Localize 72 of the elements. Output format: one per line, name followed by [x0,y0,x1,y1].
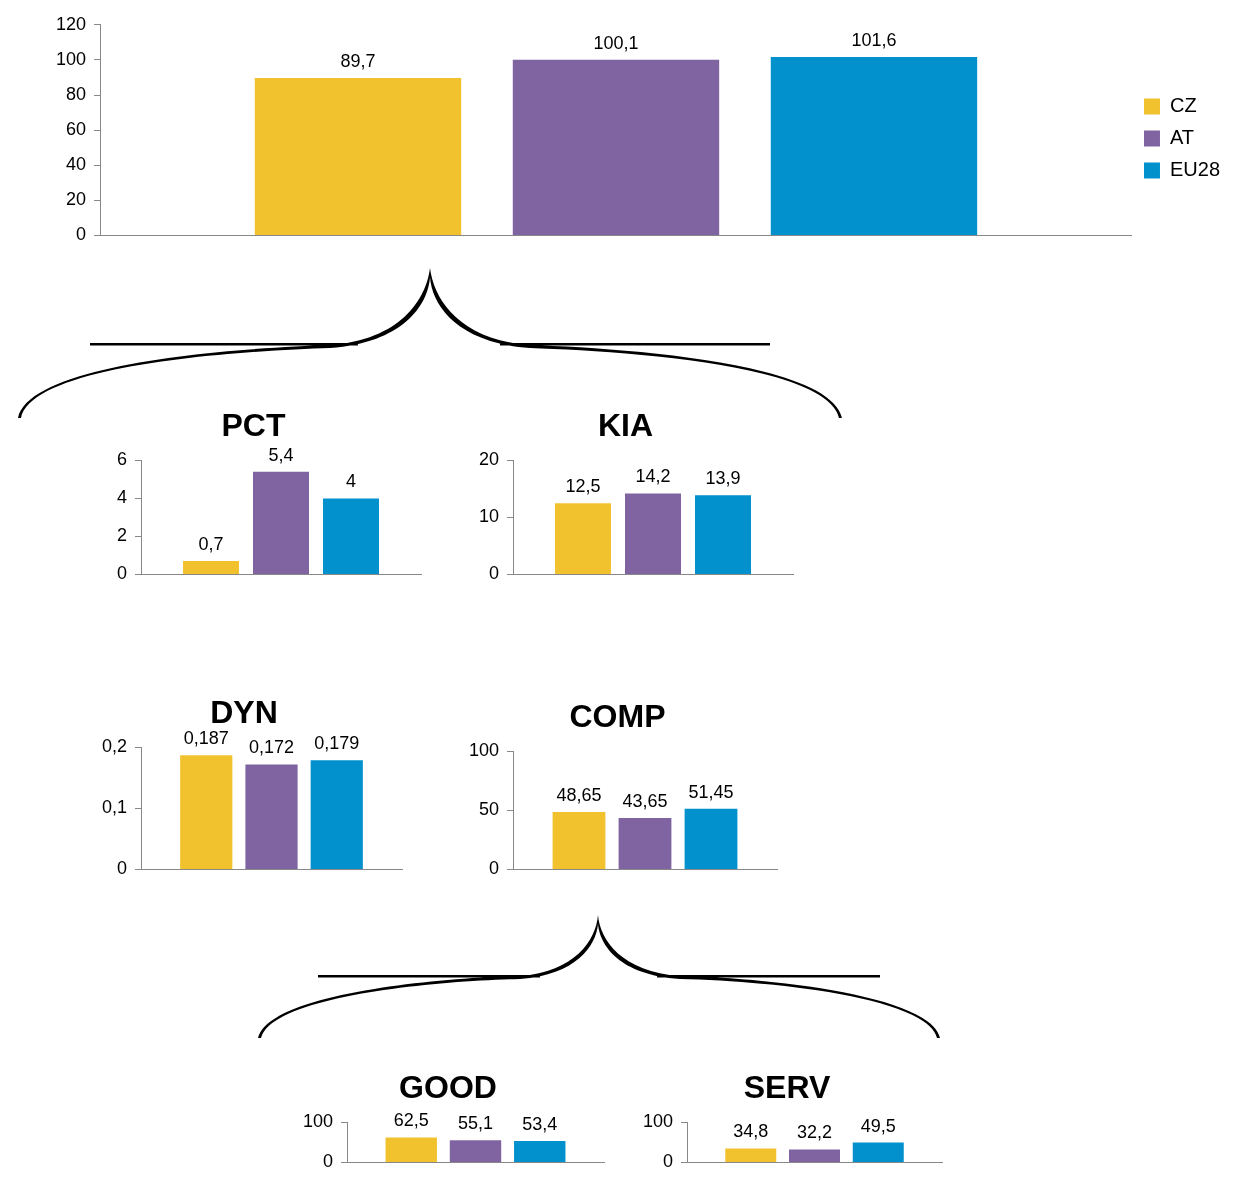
y-tick-label: 100 [55,48,86,69]
y-tick-label: 0 [662,1151,673,1172]
bar [852,1142,904,1162]
chart-title: KIA [597,407,654,444]
data-label: 12,5 [565,476,601,497]
bar [512,59,720,235]
data-label: 13,9 [705,468,741,489]
bar [253,471,309,574]
legend-label: CZ [1169,94,1197,117]
y-tick-label: 6 [116,449,127,470]
data-label: 89,7 [340,50,376,71]
chart-title: DYN [210,694,278,731]
y-tick-label: 0,1 [101,797,127,818]
data-label: 0,172 [248,737,295,758]
data-label: 53,4 [522,1114,558,1135]
bar [323,498,379,574]
data-label: 34,8 [733,1121,769,1142]
y-tick-label: 100 [468,740,499,761]
bar [695,495,751,574]
data-label: 5,4 [268,444,294,465]
data-label: 32,2 [796,1122,833,1143]
data-label: 43,65 [622,790,668,811]
data-label: 62,5 [393,1110,429,1131]
data-label: 49,5 [860,1115,896,1136]
y-tick-label: 0 [488,563,499,584]
bar [625,493,681,574]
bar [789,1149,840,1162]
y-tick-label: 0 [75,224,86,245]
bar [552,811,606,869]
y-tick-label: 100 [302,1111,333,1132]
y-tick-label: 0,2 [101,736,127,757]
y-tick-label: 0 [116,563,127,584]
y-tick-label: 0 [322,1151,333,1172]
chart-title: GOOD [399,1069,497,1106]
data-label: 0,7 [198,534,224,555]
y-tick-label: 20 [65,189,86,210]
data-label: 51,45 [688,781,734,802]
bar [684,808,738,869]
bar [725,1148,777,1162]
data-label: 0,187 [183,728,229,749]
data-label: 0,179 [314,733,360,754]
bar [254,77,462,235]
y-tick-label: 0 [116,858,127,879]
data-label: 14,2 [635,466,671,487]
bar [770,57,978,235]
chart-title: PCT [221,407,286,444]
data-label: 101,6 [851,30,897,51]
y-tick-label: 10 [478,506,499,527]
y-tick-label: 120 [55,13,86,34]
y-tick-label: 2 [116,525,127,546]
y-tick-label: 4 [116,487,127,508]
chart-title: SERV [743,1069,831,1106]
data-label: 100,1 [593,32,639,53]
bar [180,755,233,869]
legend-label: AT [1169,126,1195,149]
data-label: 55,1 [457,1113,494,1134]
bar [183,561,239,574]
y-tick-label: 60 [65,119,86,140]
y-tick-label: 20 [478,449,499,470]
y-tick-label: 100 [642,1111,673,1132]
data-label: 4 [345,471,357,492]
bar [310,760,363,869]
y-tick-label: 0 [488,858,499,879]
y-tick-label: 80 [65,83,86,104]
bar [555,503,611,574]
y-tick-label: 40 [65,154,86,175]
legend-label: EU28 [1169,158,1220,181]
bar [618,817,672,869]
bar [245,764,298,869]
y-tick-label: 50 [478,799,499,820]
chart-title: COMP [569,698,666,735]
data-label: 48,65 [556,784,602,805]
